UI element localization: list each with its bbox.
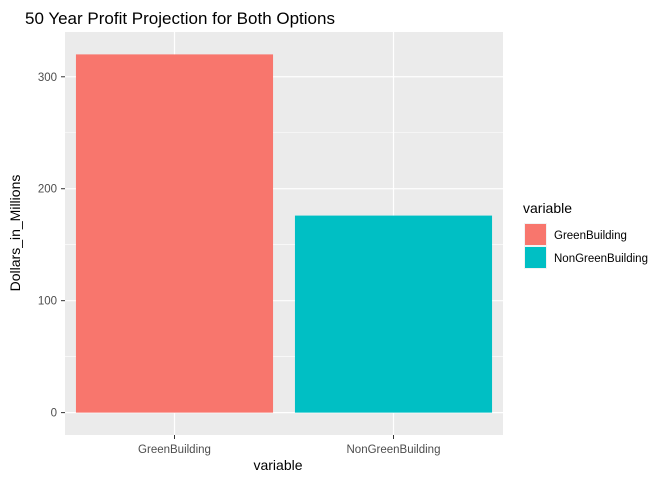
legend-swatch [525,224,546,245]
legend-label: GreenBuilding [554,230,627,242]
legend-title: variable [523,200,572,216]
y-tick-label: 0 [51,408,57,420]
legend-items: GreenBuilding NonGreenBuilding [524,223,648,269]
x-axis-title: variable [253,457,302,473]
x-tick-label: NonGreenBuilding [347,444,441,456]
bar-nongreenbuilding [294,215,493,413]
bars [75,54,493,413]
y-tick-label: 200 [38,184,57,196]
x-axis-ticks: GreenBuilding NonGreenBuilding [138,435,440,456]
legend: variable GreenBuilding NonGreenBuilding [523,200,648,269]
chart-title: 50 Year Profit Projection for Both Optio… [25,9,335,28]
x-tick-label: GreenBuilding [138,444,211,456]
y-tick-label: 100 [38,296,57,308]
y-axis-ticks: 0 100 200 300 [38,72,65,420]
y-axis-title: Dollars_in_Millions [7,175,23,292]
y-tick-label: 300 [38,72,57,84]
bar-greenbuilding [75,54,274,413]
legend-label: NonGreenBuilding [554,253,648,265]
legend-swatch [525,247,546,268]
